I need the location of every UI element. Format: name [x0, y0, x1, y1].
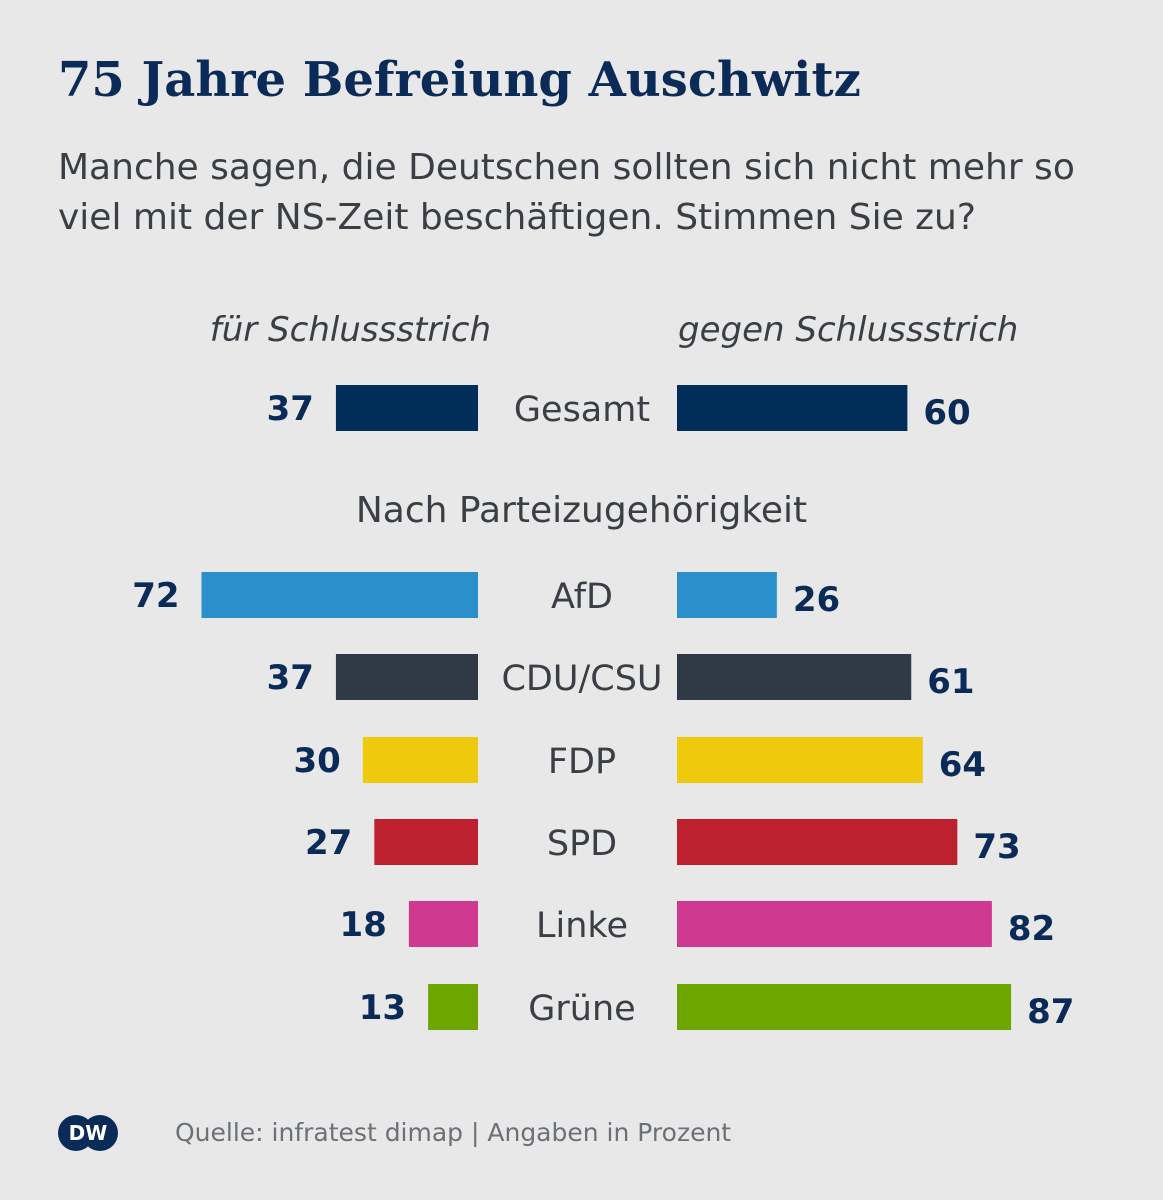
- category-label-fdp: FDP: [548, 742, 616, 782]
- source-note: Quelle: infratest dimap | Angaben in Pro…: [175, 1118, 732, 1147]
- value-right-afd: 26: [793, 580, 840, 620]
- value-left-afd: 72: [132, 576, 179, 616]
- bar-left-afd: [201, 572, 478, 618]
- value-right-spd: 73: [973, 827, 1020, 867]
- bar-left-linke: [408, 901, 478, 947]
- dw-logo-icon: DW: [58, 1115, 118, 1151]
- category-label-linke: Linke: [536, 906, 628, 946]
- right-series-header: gegen Schlussstrich: [678, 310, 1019, 350]
- value-right-cdu-csu: 61: [927, 662, 974, 702]
- bar-right-afd: [677, 572, 777, 618]
- bar-right-spd: [677, 819, 958, 865]
- category-label-afd: AfD: [551, 577, 613, 617]
- category-label-cdu-csu: CDU/CSU: [501, 659, 662, 699]
- category-label-spd: SPD: [547, 824, 617, 864]
- bar-left-fdp: [362, 737, 478, 783]
- left-series-header: für Schlussstrich: [209, 310, 491, 350]
- category-label-grüne: Grüne: [528, 989, 635, 1029]
- value-left-cdu-csu: 37: [267, 658, 314, 698]
- value-right-linke: 82: [1008, 909, 1055, 949]
- value-left-grüne: 13: [359, 988, 406, 1028]
- value-left-fdp: 30: [293, 741, 340, 781]
- chart-subtitle: Manche sagen, die Deutschen sollten sich…: [58, 147, 1075, 238]
- value-right-gesamt: 60: [923, 393, 970, 433]
- bar-left-gesamt: [335, 385, 478, 431]
- bar-right-grüne: [677, 984, 1012, 1030]
- bar-right-gesamt: [677, 385, 908, 431]
- chart-title: 75 Jahre Befreiung Auschwitz: [58, 52, 861, 108]
- value-left-gesamt: 37: [267, 389, 314, 429]
- value-right-fdp: 64: [939, 745, 986, 785]
- category-label-gesamt: Gesamt: [514, 390, 650, 430]
- value-left-spd: 27: [305, 823, 352, 863]
- value-left-linke: 18: [340, 905, 387, 945]
- bar-right-fdp: [677, 737, 923, 783]
- section-label: Nach Parteizugehörigkeit: [355, 490, 808, 531]
- bar-left-spd: [374, 819, 478, 865]
- bar-left-grüne: [428, 984, 478, 1030]
- svg-text:DW: DW: [69, 1121, 108, 1145]
- value-right-grüne: 87: [1027, 992, 1074, 1032]
- bar-right-cdu-csu: [677, 654, 912, 700]
- bar-left-cdu-csu: [335, 654, 478, 700]
- bar-right-linke: [677, 901, 992, 947]
